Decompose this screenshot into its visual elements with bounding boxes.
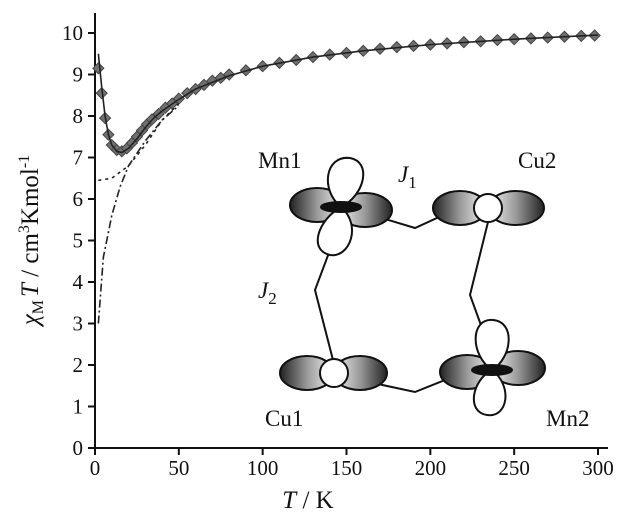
x-tick-label: 250 xyxy=(498,456,530,480)
x-tick-label: 100 xyxy=(247,456,279,480)
y-tick-label: 2 xyxy=(73,353,84,377)
y-label-part: M xyxy=(30,300,47,314)
y-tick-label: 9 xyxy=(73,63,84,87)
y-label-part: Kmol xyxy=(17,168,44,225)
data-point xyxy=(222,68,236,81)
y-tick-label: 5 xyxy=(73,229,84,253)
y-tick-label: 6 xyxy=(73,187,84,211)
y-axis-label: χMT / cm3Kmol-1 xyxy=(16,155,47,327)
orbital-center xyxy=(319,358,349,388)
orbital-center xyxy=(473,193,503,223)
inset-diagram xyxy=(279,156,546,417)
x-tick-label: 50 xyxy=(168,456,189,480)
x-tick-label: 0 xyxy=(90,456,101,480)
y-label-part: χ xyxy=(17,313,44,327)
coupling-symbol: J xyxy=(398,162,410,187)
y-label-part: -1 xyxy=(16,155,33,168)
orbital-lobe xyxy=(316,205,353,257)
x-tick-label: 200 xyxy=(415,456,447,480)
x-label-part: / K xyxy=(296,487,334,514)
series-line xyxy=(97,34,599,154)
orbital-node xyxy=(471,364,513,376)
y-tick-label: 3 xyxy=(73,312,84,336)
y-tick-label: 4 xyxy=(73,270,84,294)
y-label-part: / cm xyxy=(17,233,44,284)
y-tick-label: 8 xyxy=(73,104,84,128)
atom-label: Cu2 xyxy=(518,148,556,173)
y-label-part: T xyxy=(17,281,44,297)
orbital-lobe xyxy=(472,368,507,417)
coupling-subscript: 1 xyxy=(408,173,417,192)
y-tick-label: 10 xyxy=(62,21,83,45)
data-point xyxy=(92,62,105,75)
bridge xyxy=(313,249,334,361)
orbital-lobe xyxy=(326,156,365,209)
atom-label: Mn2 xyxy=(546,406,589,431)
coupling-label: J1 xyxy=(398,162,417,192)
coupling-subscript: 2 xyxy=(268,289,277,308)
x-tick-label: 150 xyxy=(331,456,363,480)
y-tick-label: 1 xyxy=(73,395,84,419)
x-label-part: T xyxy=(282,487,298,514)
orbital-lobe xyxy=(474,318,510,372)
y-tick-label: 7 xyxy=(73,146,84,170)
series-line xyxy=(97,105,180,324)
coupling-symbol: J xyxy=(258,278,270,303)
atom-label: Cu1 xyxy=(265,406,303,431)
atom-label: Mn1 xyxy=(258,148,301,173)
y-tick-label: 0 xyxy=(73,436,84,460)
coupling-label: J2 xyxy=(258,278,277,308)
orbital-node xyxy=(320,201,362,213)
x-axis-label: T / K xyxy=(282,487,333,514)
x-tick-label: 300 xyxy=(582,456,614,480)
y-label-part: 3 xyxy=(16,225,33,233)
